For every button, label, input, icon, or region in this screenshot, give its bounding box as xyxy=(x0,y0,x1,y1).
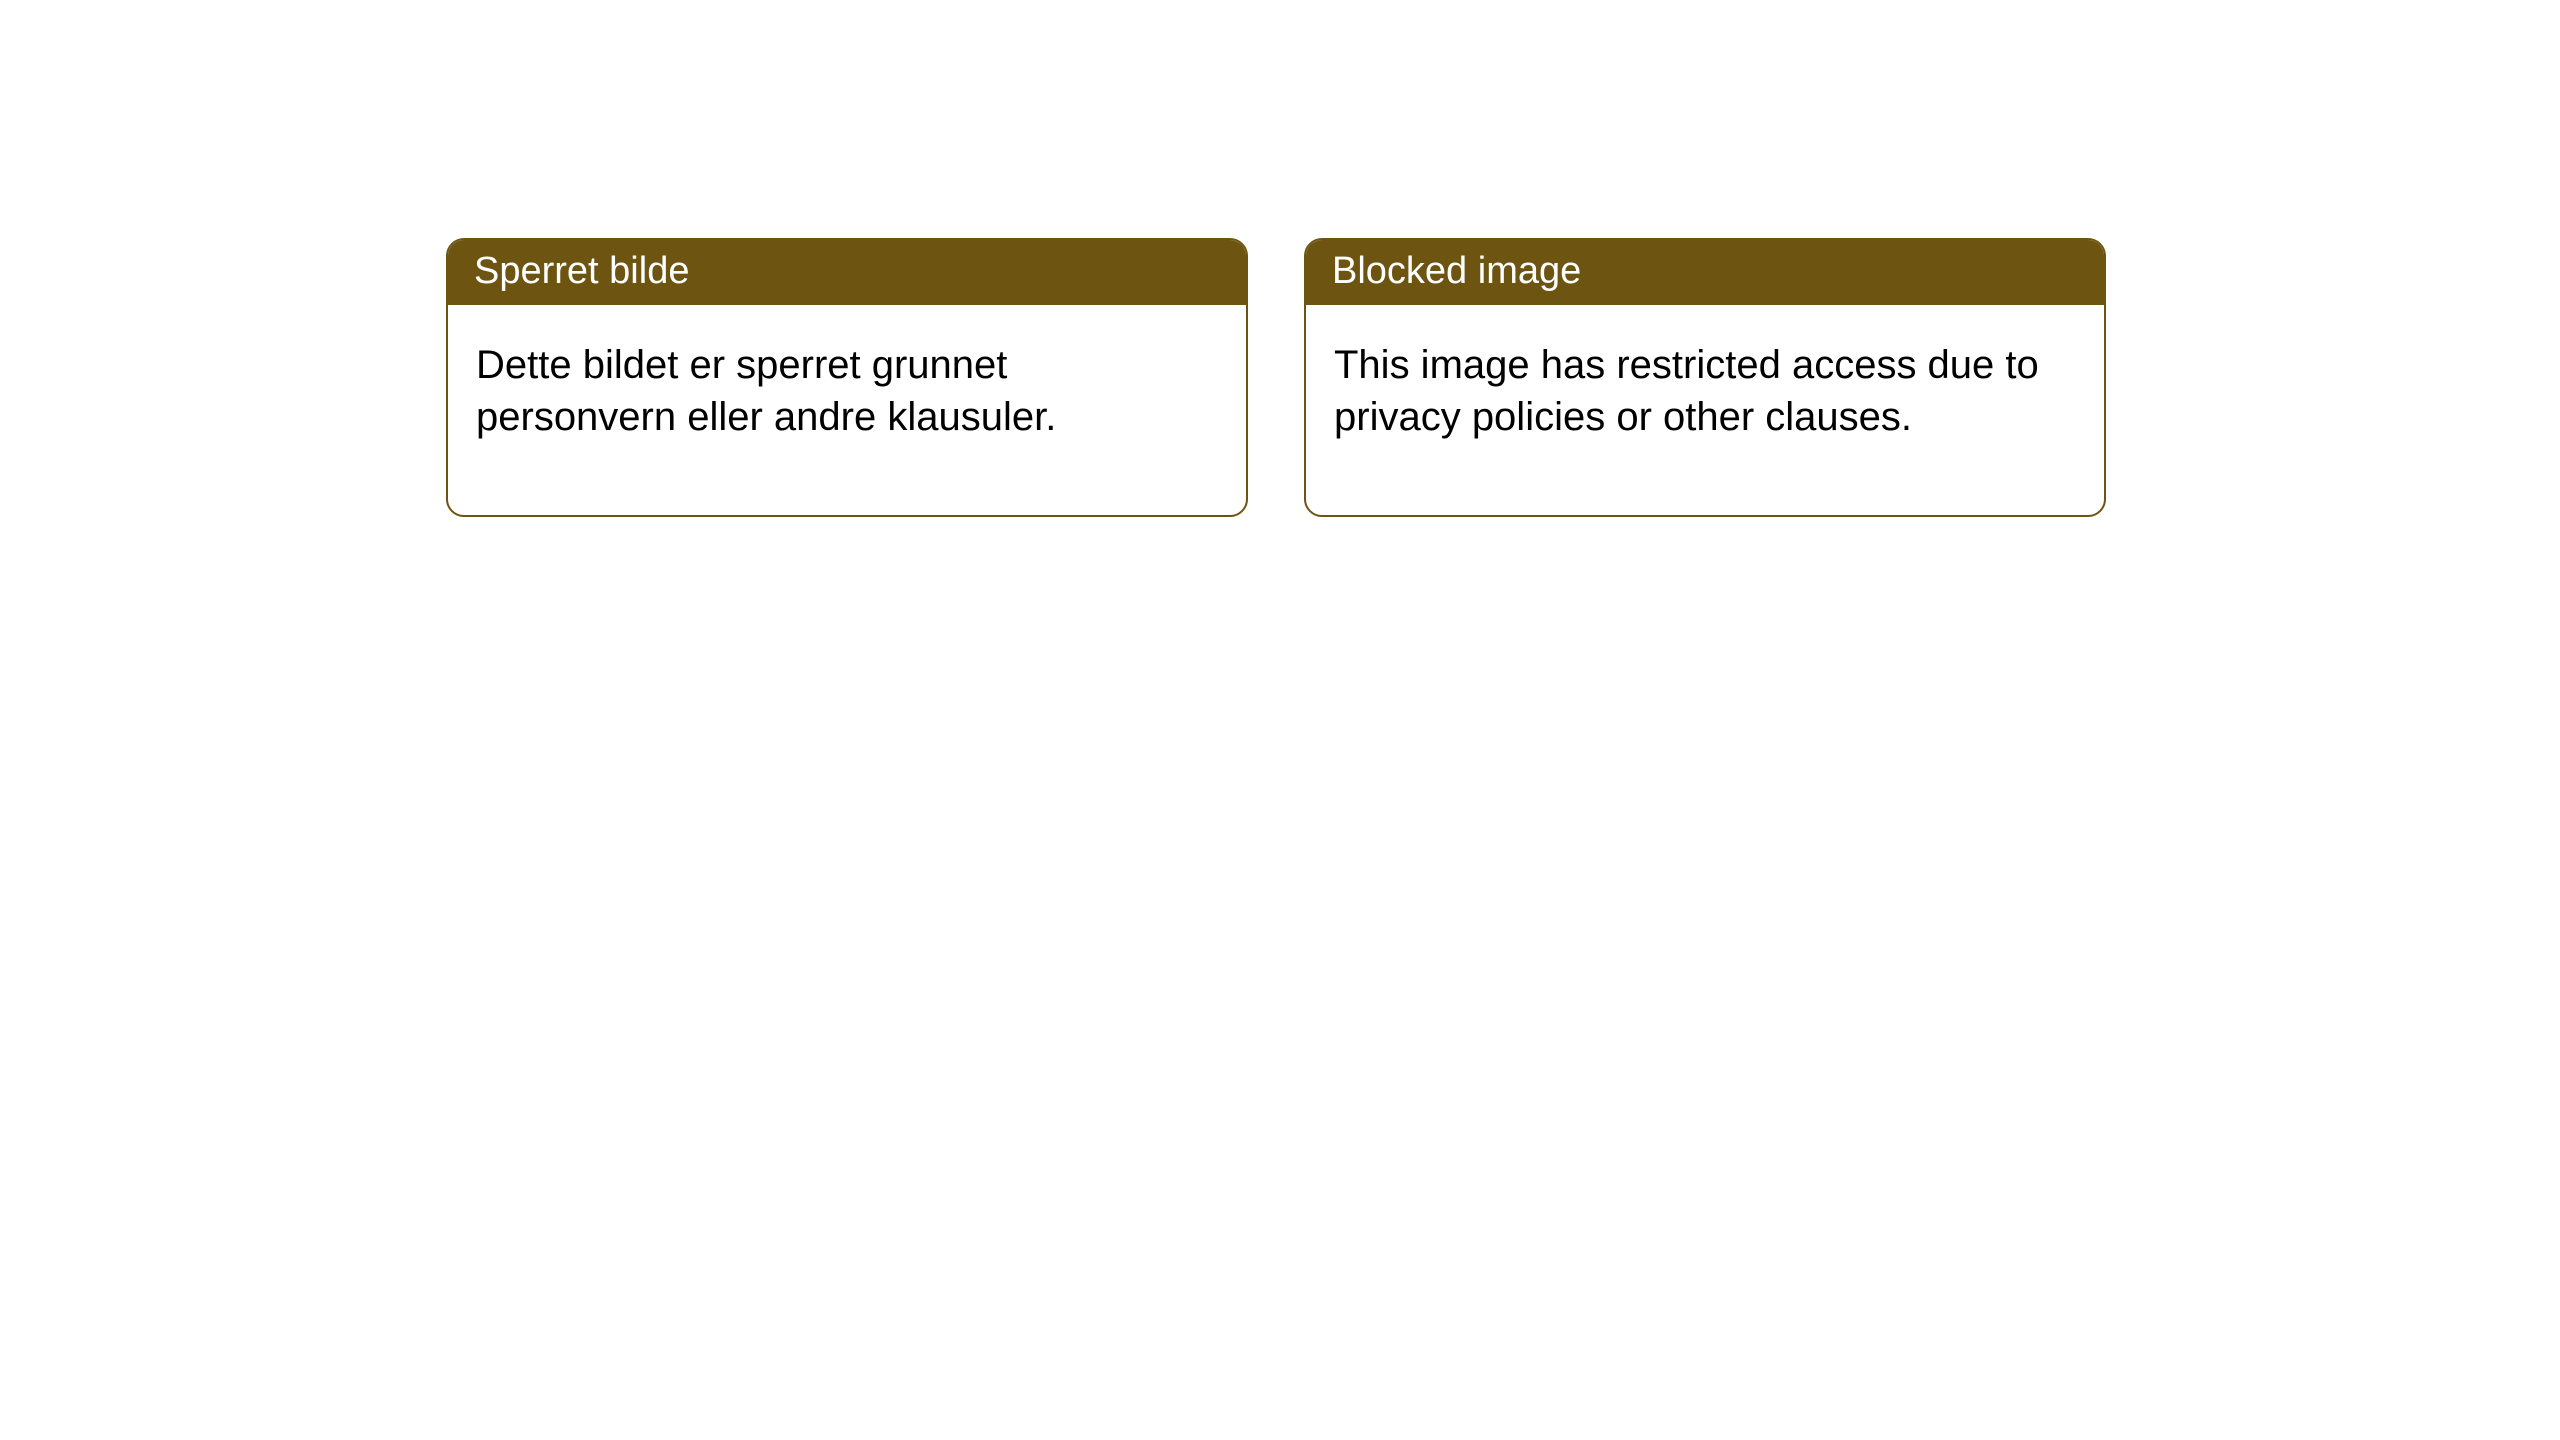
notice-header: Blocked image xyxy=(1306,240,2104,305)
notice-body: This image has restricted access due to … xyxy=(1306,305,2104,515)
notice-container: Sperret bilde Dette bildet er sperret gr… xyxy=(446,238,2106,517)
notice-body: Dette bildet er sperret grunnet personve… xyxy=(448,305,1246,515)
notice-card-english: Blocked image This image has restricted … xyxy=(1304,238,2106,517)
notice-card-norwegian: Sperret bilde Dette bildet er sperret gr… xyxy=(446,238,1248,517)
notice-header: Sperret bilde xyxy=(448,240,1246,305)
